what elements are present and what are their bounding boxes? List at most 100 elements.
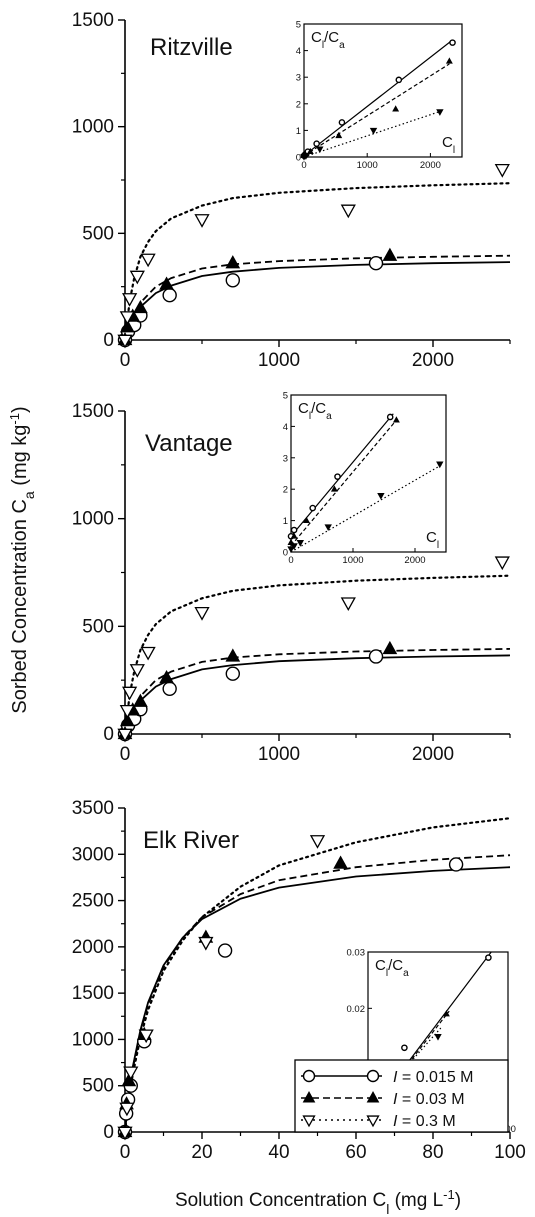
data-point-series-1 [162,681,177,696]
data-point-series-3 [117,728,133,743]
legend-marker-left-3 [302,1115,316,1128]
inset-point-series-3 [302,153,310,160]
data-point-series-1 [225,666,241,681]
legend-label-1: I = 0.015 M [393,1069,474,1086]
x-tick-label: 80 [422,1142,443,1163]
legend-label-3: I = 0.3 M [393,1113,456,1130]
inset-x-label: Cl [426,529,439,551]
inset-point-series-1 [309,504,317,512]
fit-curve-series-3 [123,574,512,736]
inset-y-tick-label: 1 [296,126,301,137]
inset-point-series-1 [386,413,394,421]
data-point-series-3 [340,204,356,219]
fit-curve-series-2 [124,854,511,1133]
y-tick-label: 2500 [72,891,114,912]
data-point-series-3 [129,664,145,678]
inset-y-tick-label: 0 [283,548,288,559]
legend: I = 0.015 M I = 0.03 M I = 0.3 M [294,1059,509,1133]
data-point-series-1 [368,256,384,271]
inset-point-series-1 [290,526,298,534]
panel-title: Ritzville [150,34,233,61]
panel-2: 0 500 1000 1500 0 1000 2000 Vantage 0 1 2 3 4 5 0 1000 2… [72,391,512,765]
data-point-series-3 [194,607,210,621]
inset-point-series-2 [330,485,338,492]
fit-curve-series-2 [124,254,511,341]
y-tick-label: 1500 [72,401,114,422]
inset-point-series-3 [434,1033,442,1041]
data-point-series-2 [225,648,241,662]
inset-point-series-3 [324,524,332,532]
inset-y-tick-label: 3 [296,73,301,84]
panel-title: Elk River [143,827,239,854]
data-point-series-2 [119,319,135,333]
inset-x-label: Cl [442,134,455,156]
inset-point-series-2 [392,416,400,423]
x-tick-label: 1000 [258,350,300,371]
inset-point-series-3 [369,127,378,135]
data-point-series-3 [122,686,138,701]
inset-ratio-label: Cl/Ca [298,400,332,422]
data-point-series-3 [129,270,145,285]
inset-point-series-2 [290,532,298,539]
x-tick-label: 2000 [412,350,454,371]
inset-point-series-1 [338,119,346,126]
inset-point-series-3 [296,540,305,547]
y-tick-label: 500 [82,1076,114,1097]
y-tick-label: 500 [82,616,114,637]
inset-point-series-2 [442,1010,450,1017]
inset-y-tick-label: 5 [283,391,288,402]
x-tick-label: 60 [345,1142,366,1163]
panel-1: 0 500 1000 1500 0 1000 2000 Ritzville 0 1 2 3 4 5 0 100… [72,10,512,371]
inset-point-series-1 [313,140,320,147]
data-point-series-1 [225,273,241,288]
data-point-series-2 [382,640,398,655]
data-point-series-3 [138,1029,154,1044]
data-point-series-3 [123,1066,139,1081]
inset-y-tick-label: 3 [283,453,288,464]
x-tick-label: 2000 [412,744,454,765]
inset-point-series-1 [485,954,492,961]
inset-ratio-label: Cl/Ca [375,957,409,979]
y-tick-label: 3500 [72,798,114,819]
legend-marker-left-2 [302,1091,316,1103]
data-point-series-3 [494,556,510,571]
inset-point-series-3 [316,146,324,154]
data-point-series-3 [117,1126,133,1141]
inset-panel-1: 0 1 2 3 4 5 0 1000 2000 Cl/Ca Cl [296,20,463,171]
data-point-series-2 [225,255,241,269]
data-point-series-2 [333,855,348,869]
data-point-series-3 [122,293,138,307]
data-point-series-1 [448,857,464,872]
y-tick-label: 1000 [72,509,114,530]
inset-y-tick-label: 4 [296,46,301,57]
data-point-series-2 [159,276,174,290]
data-point-series-2 [382,247,398,261]
legend-marker-left-1 [302,1069,316,1083]
data-point-series-3 [117,334,133,349]
data-point-series-3 [140,253,156,268]
inset-y-tick-label: 0.02 [347,1004,366,1015]
legend-marker-right-2 [366,1091,380,1103]
data-point-series-3 [140,646,156,661]
fit-curve-series-3 [123,182,512,342]
x-tick-label: 0 [120,744,131,765]
data-point-series-3 [494,164,510,178]
data-point-series-3 [309,835,326,849]
inset-point-series-2 [306,147,314,155]
y-axis-label: Sorbed Concentration Ca (mg kg-1) [7,406,38,713]
inset-fit-series-2 [290,419,397,547]
inset-point-series-1 [401,1044,408,1052]
inset-y-tick-label: 2 [283,485,288,496]
inset-y-tick-label: 4 [283,422,288,433]
inset-x-tick-label: 2000 [404,555,425,566]
data-point-series-2 [133,693,148,707]
inset-fit-series-2 [303,63,450,157]
inset-point-series-1 [449,39,456,46]
inset-fit-series-1 [290,413,394,537]
data-point-series-1 [162,288,177,303]
inset-point-series-2 [303,516,310,523]
inset-point-series-3 [436,109,444,116]
legend-marker-right-1 [366,1069,380,1083]
inset-fit-series-1 [303,39,453,157]
